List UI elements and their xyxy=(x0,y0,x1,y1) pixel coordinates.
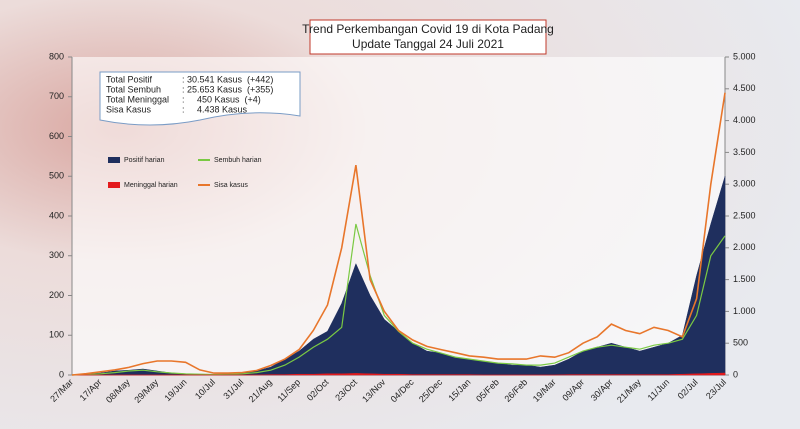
y2-tick-label: 3.000 xyxy=(733,179,756,189)
y2-tick-label: 3.500 xyxy=(733,147,756,157)
legend-label: Meninggal harian xyxy=(124,182,178,189)
summary-value: : 30.541 Kasus (+442) xyxy=(182,74,273,84)
y-tick-label: 300 xyxy=(49,250,64,260)
summary-label: Sisa Kasus xyxy=(106,104,152,114)
summary-label: Total Meninggal xyxy=(106,94,169,104)
y2-tick-label: 2.000 xyxy=(733,242,756,252)
y2-tick-label: 2.500 xyxy=(733,210,756,220)
y2-tick-label: 4.000 xyxy=(733,115,756,125)
y-tick-label: 600 xyxy=(49,131,64,141)
legend-swatch xyxy=(108,182,120,188)
legend-swatch xyxy=(108,157,120,163)
y-tick-label: 500 xyxy=(49,171,64,181)
summary-box xyxy=(99,71,301,126)
summary-label: Total Sembuh xyxy=(106,84,161,94)
y2-tick-label: 5.000 xyxy=(733,51,756,61)
summary-value: : 4.438 Kasus xyxy=(182,104,248,114)
chart-title: Trend Perkembangan Covid 19 di Kota Pada… xyxy=(302,22,554,36)
chart-subtitle: Update Tanggal 24 Juli 2021 xyxy=(352,37,504,51)
summary-value: : 450 Kasus (+4) xyxy=(182,94,261,104)
y2-tick-label: 0 xyxy=(733,369,738,379)
y-tick-label: 200 xyxy=(49,290,64,300)
series-line xyxy=(71,92,726,376)
legend-label: Sisa kasus xyxy=(214,182,248,189)
y2-tick-label: 500 xyxy=(733,338,748,348)
y2-tick-label: 4.500 xyxy=(733,83,756,93)
y-tick-label: 400 xyxy=(49,210,64,220)
y-tick-label: 700 xyxy=(49,91,64,101)
legend-label: Sembuh harian xyxy=(214,157,262,164)
y-tick-label: 800 xyxy=(49,51,64,61)
legend-label: Positif harian xyxy=(124,157,165,164)
y2-tick-label: 1.000 xyxy=(733,306,756,316)
series-area xyxy=(72,372,726,376)
y-tick-label: 100 xyxy=(49,330,64,340)
title-box xyxy=(309,19,547,55)
summary-label: Total Positif xyxy=(106,74,153,84)
y-tick-label: 0 xyxy=(59,369,64,379)
summary-value: : 25.653 Kasus (+355) xyxy=(182,84,273,94)
y2-tick-label: 1.500 xyxy=(733,274,756,284)
